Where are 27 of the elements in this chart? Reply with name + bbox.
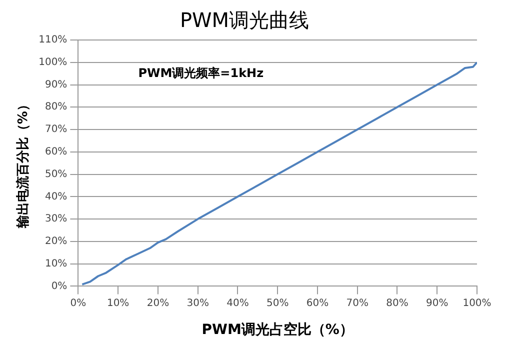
- y-tick-label: 100%: [38, 56, 68, 68]
- x-tick-label: 80%: [386, 298, 408, 309]
- annotation: PWM调光频率=1kHz: [138, 66, 264, 80]
- y-tick-label: 20%: [44, 236, 68, 248]
- y-tick-label: 90%: [44, 79, 68, 90]
- y-tick-label: 0%: [51, 280, 68, 292]
- x-tick-label: 20%: [146, 298, 170, 309]
- x-axis-title: PWM调光占空比（%）: [202, 321, 354, 338]
- y-tick-label: 60%: [44, 146, 68, 158]
- y-tick-label: 50%: [44, 168, 68, 180]
- x-tick-label: 40%: [226, 298, 249, 309]
- y-tick-label: 40%: [44, 191, 68, 202]
- y-tick-label: 110%: [38, 34, 68, 46]
- y-tick-label: 70%: [44, 124, 68, 136]
- x-tick-label: 30%: [186, 298, 209, 309]
- x-tick-label: 50%: [266, 298, 289, 309]
- chart-title: PWM调光曲线: [180, 8, 310, 32]
- x-tick-label: 100%: [462, 298, 492, 309]
- x-tick-label: 0%: [70, 298, 86, 309]
- x-tick-label: 60%: [306, 298, 329, 309]
- x-tick-label: 90%: [426, 298, 448, 309]
- y-axis-title: 输出电流百分比（%）: [15, 98, 32, 230]
- x-tick-label: 70%: [346, 298, 368, 309]
- y-tick-label: 10%: [44, 258, 68, 270]
- y-tick-label: 30%: [44, 214, 68, 225]
- y-tick-label: 80%: [44, 102, 68, 113]
- x-tick-label: 10%: [106, 298, 130, 309]
